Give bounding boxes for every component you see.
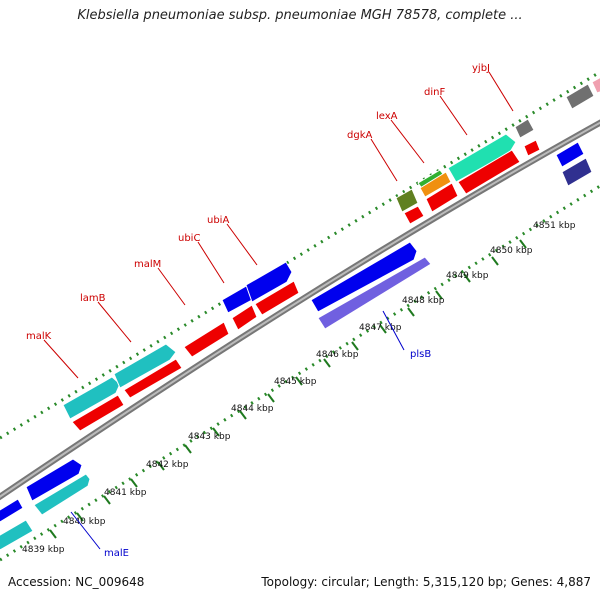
- feature-malM[interactable]: [183, 321, 230, 358]
- genome-backbone-highlight: [0, 121, 600, 498]
- label-leaders-blue: [70, 310, 405, 550]
- feature-right-pink[interactable]: [591, 75, 600, 94]
- gene-label-malE[interactable]: malE: [104, 548, 129, 559]
- feature-malK[interactable]: [62, 376, 121, 420]
- feature-dinF[interactable]: [447, 133, 517, 183]
- outer-dotted-track: [0, 70, 600, 440]
- gene-label-plsB[interactable]: plsB: [410, 349, 431, 360]
- gene-label-dgkA[interactable]: dgkA: [347, 130, 372, 141]
- feature-dgkA[interactable]: [395, 188, 419, 213]
- gene-label-lamB[interactable]: lamB: [80, 293, 106, 304]
- gene-label-ubiC[interactable]: ubiC: [178, 233, 200, 244]
- feature-plsB[interactable]: [310, 241, 418, 313]
- tick-label-4848: 4848 kbp: [402, 296, 445, 306]
- tick-label-4841: 4841 kbp: [104, 488, 147, 498]
- gene-label-ubiA[interactable]: ubiA: [207, 215, 229, 226]
- feature-dgkA-reverse[interactable]: [403, 205, 425, 225]
- tick-label-4849: 4849 kbp: [446, 271, 489, 281]
- tick-label-4842: 4842 kbp: [146, 460, 189, 470]
- feature-malE-top[interactable]: [0, 498, 24, 523]
- tick-label-4851: 4851 kbp: [533, 221, 576, 231]
- tick-label-4839: 4839 kbp: [22, 545, 65, 555]
- feature-malE-cds[interactable]: [25, 458, 83, 502]
- feature-right-grey[interactable]: [565, 83, 595, 110]
- accession-label: Accession: NC_009648: [8, 575, 145, 589]
- features: [0, 75, 600, 551]
- inner-dotted-track: [0, 184, 600, 562]
- feature-right-navy[interactable]: [561, 157, 593, 187]
- feature-yjbJ[interactable]: [514, 118, 535, 139]
- gene-label-malM[interactable]: malM: [134, 259, 161, 270]
- feature-malE-lower[interactable]: [0, 519, 34, 551]
- feature-lamB-reverse[interactable]: [123, 358, 183, 399]
- topology-summary: Topology: circular; Length: 5,315,120 bp…: [261, 575, 591, 589]
- gene-label-lexA[interactable]: lexA: [376, 111, 398, 122]
- tick-label-4847: 4847 kbp: [359, 323, 402, 333]
- gene-label-dinF[interactable]: dinF: [424, 87, 445, 98]
- feature-yjbJ-reverse[interactable]: [523, 139, 541, 157]
- feature-ubiA[interactable]: [245, 261, 293, 303]
- feature-lexA-reverse[interactable]: [425, 182, 459, 213]
- tick-label-4840: 4840 kbp: [63, 517, 106, 527]
- feature-malE-lower-cds[interactable]: [33, 473, 91, 516]
- tick-label-4844: 4844 kbp: [231, 404, 274, 414]
- feature-lamB[interactable]: [113, 343, 177, 389]
- gene-label-yjbJ[interactable]: yjbJ: [472, 63, 490, 74]
- label-leaders: [43, 71, 514, 379]
- tick-label-4846: 4846 kbp: [316, 350, 359, 360]
- genome-backbone: [0, 119, 600, 501]
- feature-plsB-lower[interactable]: [317, 256, 432, 330]
- gene-label-malK[interactable]: malK: [26, 331, 52, 342]
- feature-ubiC-reverse[interactable]: [231, 304, 258, 331]
- feature-malK-reverse[interactable]: [71, 394, 125, 432]
- tick-marks: [49, 239, 527, 539]
- tick-label-4845: 4845 kbp: [274, 377, 317, 387]
- feature-ubiA-reverse[interactable]: [254, 280, 300, 316]
- map-title: Klebsiella pneumoniae subsp. pneumoniae …: [77, 8, 523, 23]
- feature-dinF-reverse[interactable]: [457, 149, 521, 195]
- feature-right-blue[interactable]: [555, 141, 585, 168]
- tick-label-4850: 4850 kbp: [490, 246, 533, 256]
- feature-lexA-orange[interactable]: [419, 171, 452, 198]
- tick-label-4843: 4843 kbp: [188, 432, 231, 442]
